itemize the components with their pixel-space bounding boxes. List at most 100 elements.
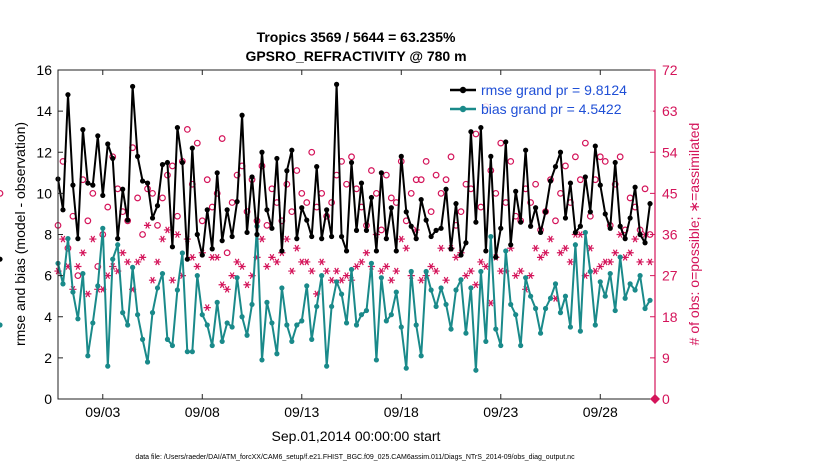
bias-point bbox=[294, 322, 300, 328]
assimilated-obs-point bbox=[626, 249, 634, 257]
rmse-point bbox=[70, 182, 76, 188]
x-tick-label-4: 09/23 bbox=[483, 404, 518, 420]
bias-point bbox=[234, 275, 240, 281]
assimilated-obs-point bbox=[611, 249, 619, 257]
rmse-point bbox=[229, 233, 235, 240]
rmse-point bbox=[508, 242, 514, 248]
possible-obs-point bbox=[154, 221, 161, 229]
rmse-point bbox=[463, 240, 469, 246]
assimilated-obs-point bbox=[417, 276, 425, 284]
rmse-point bbox=[368, 194, 375, 201]
bias-point bbox=[70, 289, 76, 295]
rmse-point bbox=[592, 143, 598, 149]
rmse-point bbox=[612, 159, 618, 166]
rmse-point bbox=[383, 236, 389, 242]
rmse-point bbox=[334, 81, 340, 87]
axis-layer: 0 2 4 6 8 10 12 14 16 0 9 18 27 36 45 54 63 72 09/03 09/08 0… bbox=[36, 62, 677, 420]
assimilated-obs-point bbox=[392, 267, 400, 275]
possible-obs-point bbox=[507, 157, 515, 165]
rmse-point bbox=[65, 92, 71, 98]
bias-point bbox=[632, 287, 638, 293]
y-tick-label-3: 6 bbox=[44, 268, 52, 284]
rmse-point bbox=[244, 229, 250, 236]
rmse-point bbox=[523, 147, 529, 153]
assimilated-obs-point bbox=[387, 276, 395, 284]
bias-point bbox=[179, 250, 185, 256]
legend: rmse grand pr = 9.8124 bias grand pr = 4… bbox=[445, 79, 653, 121]
possible-obs-point bbox=[601, 157, 609, 165]
assimilated-obs-point bbox=[273, 258, 281, 266]
rmse-point bbox=[473, 219, 479, 225]
bias-point bbox=[284, 322, 290, 328]
possible-obs-point bbox=[387, 194, 395, 202]
rmse-point bbox=[498, 225, 504, 231]
rmse-point bbox=[378, 170, 384, 176]
assimilated-obs-point bbox=[467, 267, 475, 275]
rmse-point bbox=[557, 149, 564, 155]
bias-point bbox=[453, 287, 459, 293]
rmse-point bbox=[209, 246, 215, 252]
bias-point bbox=[65, 236, 71, 242]
bias-point bbox=[249, 301, 255, 308]
y-tick-label-8: 16 bbox=[36, 62, 52, 78]
rmse-point bbox=[537, 229, 544, 236]
rmse-point bbox=[343, 248, 350, 254]
bias-point bbox=[100, 225, 106, 231]
bias-point bbox=[90, 320, 96, 326]
bias-point bbox=[592, 322, 598, 328]
assimilated-obs-point bbox=[119, 249, 127, 257]
y-tick-label-7: 14 bbox=[36, 103, 52, 119]
legend-rmse-marker bbox=[459, 86, 467, 94]
bias-point bbox=[120, 310, 126, 316]
possible-obs-point bbox=[576, 176, 584, 184]
bias-point bbox=[398, 324, 404, 330]
assimilated-obs-point bbox=[462, 272, 470, 280]
rmse-point bbox=[224, 207, 230, 213]
possible-obs-point bbox=[457, 208, 465, 216]
x-tick-label-0: 09/03 bbox=[85, 404, 120, 420]
assimilated-obs-point bbox=[532, 244, 540, 252]
bias-point bbox=[189, 349, 195, 355]
assimilated-obs-point bbox=[258, 235, 266, 243]
rmse-point bbox=[125, 217, 131, 223]
rmse-point bbox=[617, 223, 623, 229]
rmse-point bbox=[408, 223, 414, 229]
possible-obs-point bbox=[303, 199, 311, 206]
assimilated-obs-point bbox=[188, 253, 196, 261]
bias-point bbox=[169, 342, 176, 349]
rmse-point bbox=[552, 164, 559, 170]
assimilated-obs-point bbox=[318, 258, 326, 266]
rmse-point bbox=[567, 180, 574, 186]
right-axis-origin-marker bbox=[650, 394, 660, 404]
rmse-point bbox=[90, 182, 96, 188]
bias-point bbox=[418, 353, 424, 359]
rmse-point bbox=[149, 215, 156, 221]
possible-obs-point bbox=[218, 135, 226, 142]
rmse-point bbox=[319, 236, 325, 242]
bias-point bbox=[468, 285, 474, 291]
bias-point bbox=[269, 320, 275, 326]
assimilated-obs-point bbox=[308, 267, 316, 275]
rmse-point bbox=[314, 164, 320, 170]
assimilated-obs-point bbox=[283, 235, 291, 243]
rmse-point bbox=[562, 215, 569, 221]
rmse-point bbox=[572, 229, 579, 236]
assimilated-obs-point bbox=[397, 235, 405, 243]
y-right-tick-label-8: 72 bbox=[662, 62, 678, 78]
rmse-point bbox=[642, 240, 648, 246]
bias-point bbox=[125, 322, 131, 328]
possible-obs-point bbox=[159, 194, 166, 202]
legend-bias-marker bbox=[459, 105, 467, 113]
assimilated-obs-point bbox=[59, 235, 67, 243]
rmse-point bbox=[478, 124, 484, 131]
rmse-point bbox=[239, 112, 245, 118]
bias-point bbox=[378, 275, 384, 281]
bias-point bbox=[473, 367, 479, 373]
rmse-point bbox=[503, 139, 509, 145]
assimilated-obs-point bbox=[303, 258, 311, 266]
assimilated-obs-point bbox=[228, 272, 236, 280]
bias-point bbox=[110, 256, 116, 262]
bias-point bbox=[85, 353, 91, 359]
assimilated-obs-point bbox=[591, 267, 599, 275]
y-right-tick-label-3: 27 bbox=[662, 268, 678, 284]
